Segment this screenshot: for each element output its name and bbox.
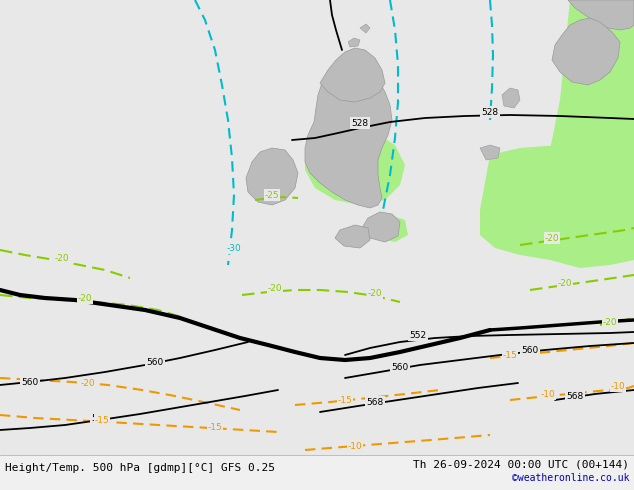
Polygon shape — [315, 85, 385, 135]
Text: -20: -20 — [545, 234, 559, 243]
Text: -10: -10 — [347, 441, 363, 450]
Text: ©weatheronline.co.uk: ©weatheronline.co.uk — [512, 473, 629, 483]
Polygon shape — [580, 0, 634, 130]
Polygon shape — [480, 145, 500, 160]
Text: 568: 568 — [566, 392, 584, 400]
Text: 560: 560 — [22, 377, 39, 387]
Polygon shape — [552, 18, 620, 85]
Polygon shape — [502, 88, 520, 108]
Text: -20: -20 — [268, 284, 282, 293]
Text: 560: 560 — [146, 358, 164, 367]
Polygon shape — [480, 145, 634, 268]
Text: 552: 552 — [410, 330, 427, 340]
Polygon shape — [305, 125, 405, 205]
Text: -20: -20 — [81, 378, 95, 388]
Polygon shape — [365, 215, 408, 242]
Text: -20: -20 — [558, 278, 573, 288]
Text: 560: 560 — [521, 345, 539, 354]
Text: -10: -10 — [611, 382, 625, 391]
Polygon shape — [568, 0, 634, 30]
Text: -30: -30 — [226, 244, 242, 252]
Polygon shape — [335, 225, 370, 248]
Polygon shape — [360, 24, 370, 33]
Text: -15: -15 — [207, 422, 223, 432]
Polygon shape — [250, 158, 292, 198]
Text: -10: -10 — [541, 390, 555, 398]
Polygon shape — [246, 148, 298, 205]
Text: Height/Temp. 500 hPa [gdmp][°C] GFS 0.25: Height/Temp. 500 hPa [gdmp][°C] GFS 0.25 — [5, 463, 275, 473]
Polygon shape — [362, 212, 400, 242]
Text: -15: -15 — [94, 416, 110, 424]
Text: 528: 528 — [351, 119, 368, 127]
Text: -15: -15 — [503, 350, 517, 360]
Text: -20: -20 — [78, 294, 93, 302]
Text: -25: -25 — [264, 191, 280, 199]
Text: -20: -20 — [603, 318, 618, 326]
Polygon shape — [348, 38, 360, 47]
Text: 568: 568 — [366, 397, 384, 407]
Text: 568: 568 — [91, 414, 108, 422]
Text: -20: -20 — [368, 289, 382, 297]
Text: 528: 528 — [481, 107, 498, 117]
Text: 560: 560 — [391, 363, 409, 371]
Polygon shape — [550, 0, 634, 220]
Bar — [0, 455, 634, 490]
Polygon shape — [305, 65, 392, 208]
Text: -20: -20 — [55, 253, 69, 263]
Text: Th 26-09-2024 00:00 UTC (00+144): Th 26-09-2024 00:00 UTC (00+144) — [413, 459, 629, 469]
Polygon shape — [320, 48, 385, 102]
Text: -15: -15 — [338, 395, 353, 405]
